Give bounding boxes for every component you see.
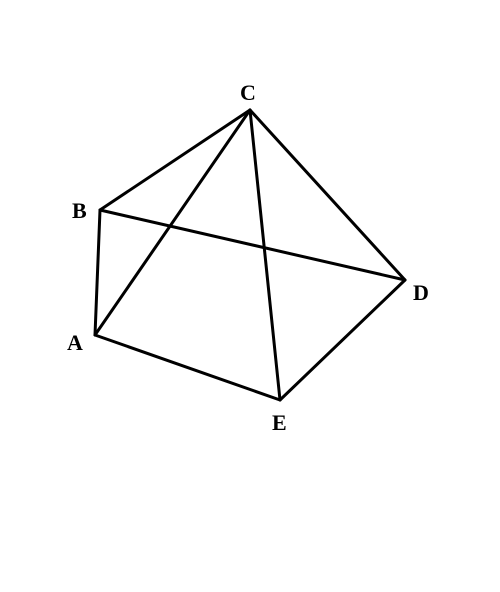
edges bbox=[95, 110, 405, 400]
vertex-label-A: A bbox=[67, 330, 83, 356]
vertex-label-C: C bbox=[240, 80, 256, 106]
edge-CE bbox=[250, 110, 280, 400]
edge-AC bbox=[95, 110, 250, 335]
edge-AB bbox=[95, 210, 100, 335]
edge-CD bbox=[250, 110, 405, 280]
edge-BC bbox=[100, 110, 250, 210]
edge-BD bbox=[100, 210, 405, 280]
vertex-label-B: B bbox=[72, 198, 87, 224]
vertex-label-E: E bbox=[272, 410, 287, 436]
edge-EA bbox=[95, 335, 280, 400]
vertex-label-D: D bbox=[413, 280, 429, 306]
edge-DE bbox=[280, 280, 405, 400]
